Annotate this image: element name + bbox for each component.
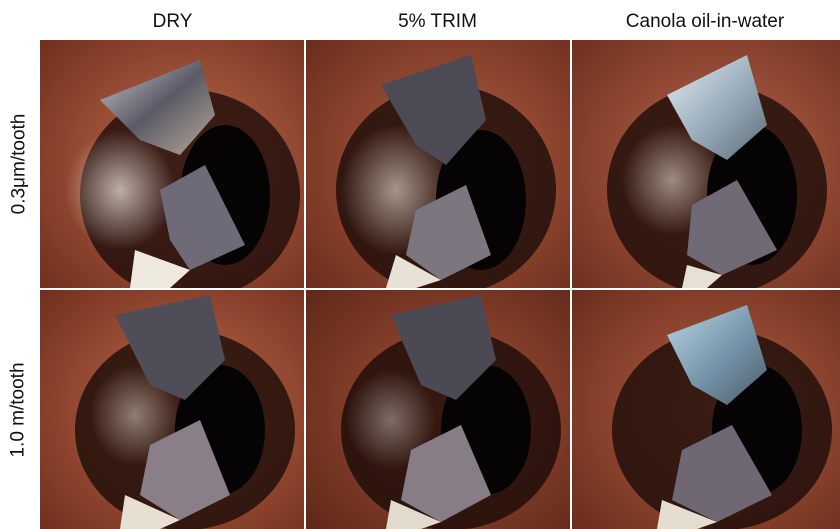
row-header-1-label: 1.0 m/tooth <box>8 361 29 458</box>
row-header-0: 0.3μm/tooth <box>0 40 38 288</box>
photo-canola-0.3 <box>572 40 840 288</box>
photo-grid <box>40 40 840 529</box>
column-header-dry: DRY <box>152 11 193 32</box>
photo-canola-1.0 <box>572 290 840 529</box>
row-header-0-label: 0.3μm/tooth <box>8 113 30 215</box>
photo-trim-1.0 <box>306 290 570 529</box>
photo-dry-1.0 <box>40 290 304 529</box>
photo-dry-0.3 <box>40 40 304 288</box>
column-header-trim: 5% TRIM <box>398 11 477 32</box>
column-header-canola: Canola oil-in-water <box>625 11 785 32</box>
row-header-1: 1.0 m/tooth <box>0 290 38 529</box>
photo-trim-0.3 <box>306 40 570 288</box>
